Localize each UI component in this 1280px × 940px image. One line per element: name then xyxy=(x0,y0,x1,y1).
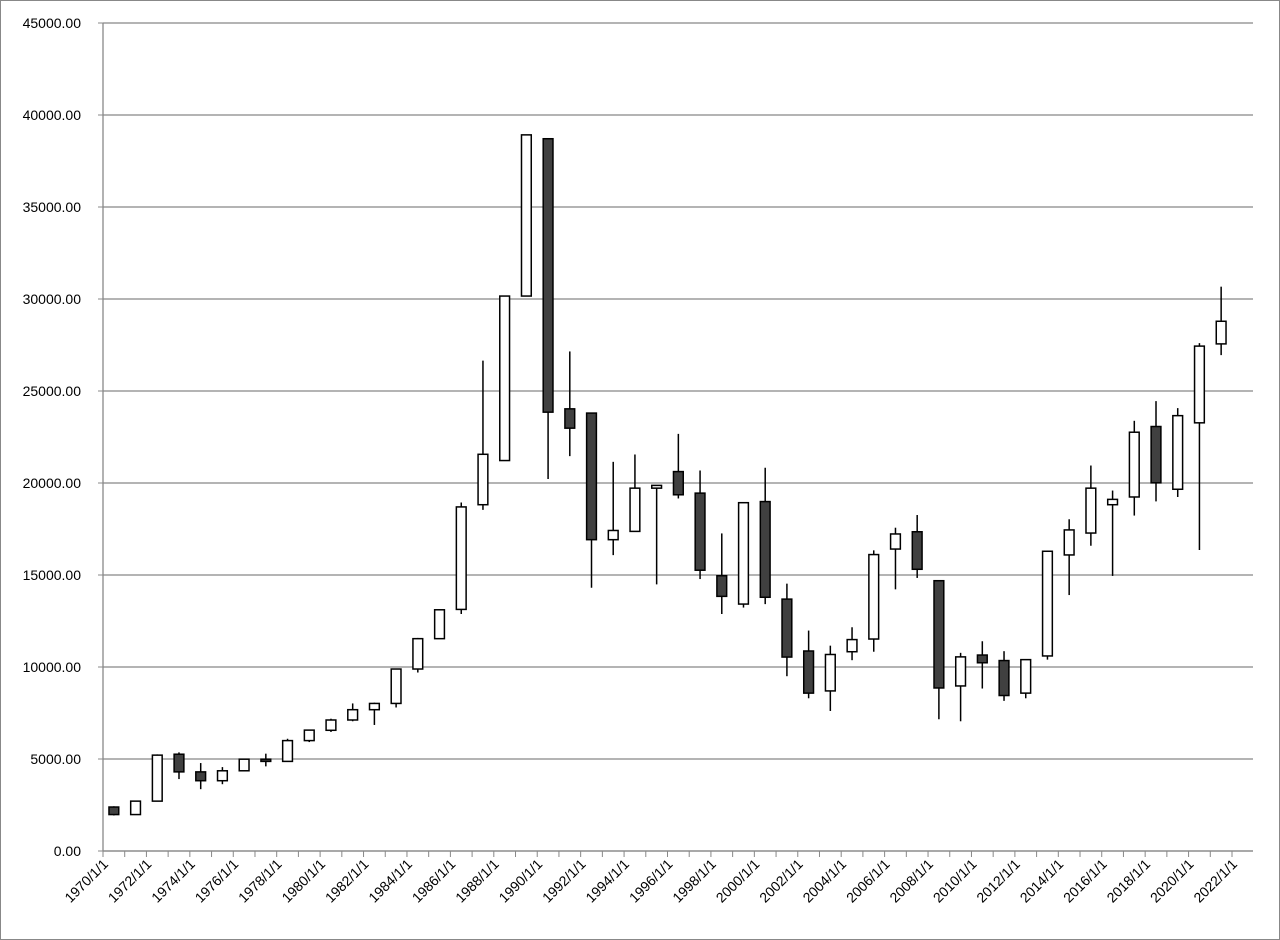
candle-body xyxy=(151,754,163,802)
candle-body xyxy=(911,531,923,571)
y-tick-label: 35000.00 xyxy=(23,199,82,215)
candle-body xyxy=(390,668,402,705)
candle-body xyxy=(433,609,446,640)
candle-body xyxy=(976,654,988,664)
candle-body xyxy=(846,638,858,653)
candles xyxy=(108,134,1227,816)
y-tick-label: 0.00 xyxy=(54,843,81,859)
candle-body xyxy=(281,739,294,763)
candle-body xyxy=(1020,658,1032,694)
candle-body xyxy=(933,579,945,689)
candle-body xyxy=(1172,414,1184,491)
candle-body xyxy=(260,758,272,763)
candle-body xyxy=(303,729,315,742)
candle-body xyxy=(1041,550,1054,657)
candle-body xyxy=(129,800,142,816)
candle-body xyxy=(737,501,750,605)
candle-body xyxy=(954,656,967,687)
y-tick-label: 45000.00 xyxy=(23,15,82,31)
candle-body xyxy=(1150,425,1162,484)
candle-body xyxy=(347,708,359,721)
candle-body xyxy=(499,295,511,462)
candle-body xyxy=(520,134,533,297)
candle-body xyxy=(1193,345,1206,424)
candle-body xyxy=(781,598,793,658)
candle-body xyxy=(1106,498,1119,506)
candle-body xyxy=(477,453,489,506)
candle-body xyxy=(455,506,467,611)
candle-body xyxy=(1085,487,1097,534)
candle-body xyxy=(868,553,880,640)
candle-body xyxy=(824,653,836,692)
candle-body xyxy=(1215,320,1227,345)
y-tick-label: 5000.00 xyxy=(30,751,81,767)
candle-body xyxy=(716,574,728,598)
candle-body xyxy=(195,771,207,782)
y-tick-label: 15000.00 xyxy=(23,567,82,583)
candle-body xyxy=(694,492,706,571)
candle-body xyxy=(368,702,381,711)
candle-body xyxy=(607,529,619,541)
candle-body xyxy=(325,719,337,732)
candle-body xyxy=(759,500,771,599)
candle-body xyxy=(216,770,229,782)
candle-body xyxy=(651,484,663,489)
candle-body xyxy=(1128,431,1140,498)
candle-body xyxy=(629,487,641,533)
y-tick-label: 30000.00 xyxy=(23,291,82,307)
candle-body xyxy=(889,533,902,550)
candle-body xyxy=(173,753,185,773)
candle-body xyxy=(412,637,424,670)
candle-body xyxy=(998,659,1010,697)
candle-body xyxy=(802,650,815,694)
y-tick-label: 25000.00 xyxy=(23,383,82,399)
y-tick-label: 20000.00 xyxy=(23,475,82,491)
candle-body xyxy=(542,137,554,413)
candle-body xyxy=(1063,529,1075,556)
y-tick-label: 40000.00 xyxy=(23,107,82,123)
candle-body xyxy=(564,408,576,429)
candle-body xyxy=(238,758,250,772)
candle-body xyxy=(672,470,684,496)
candle-body xyxy=(108,806,120,816)
candle-body xyxy=(585,412,598,541)
y-tick-label: 10000.00 xyxy=(23,659,82,675)
